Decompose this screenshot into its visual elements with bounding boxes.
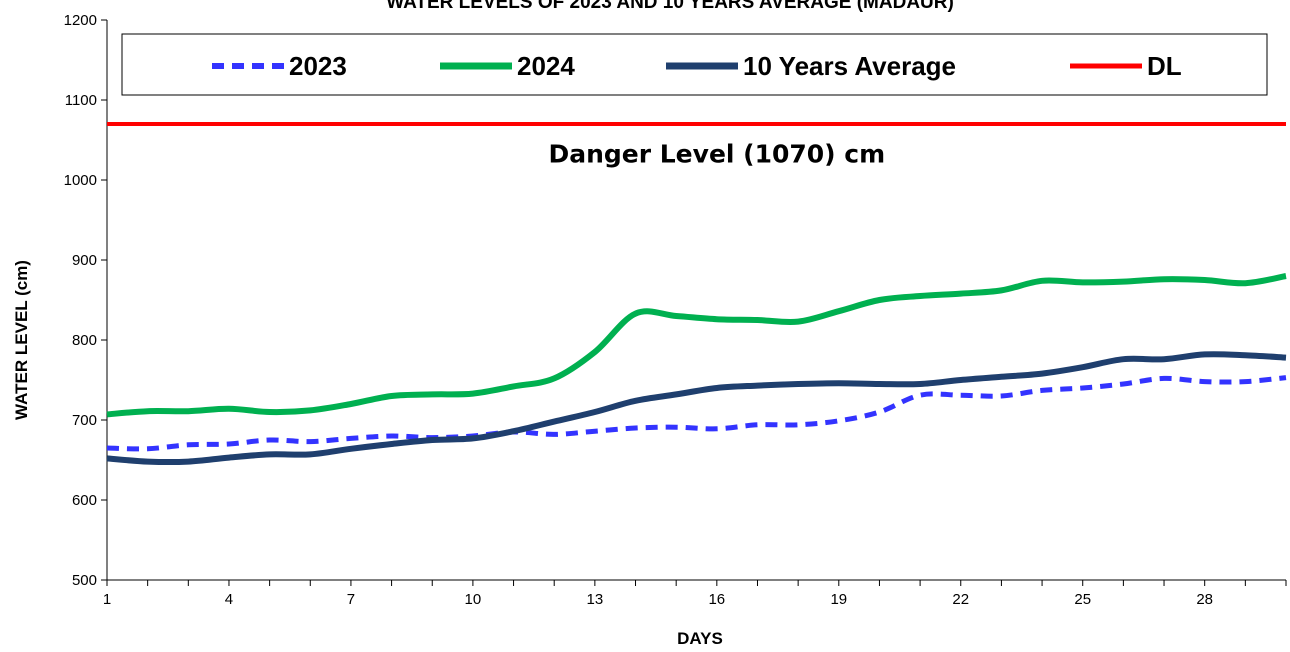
x-axis: 1 4 7 10 13 16 19 22 25 28 bbox=[103, 580, 1287, 608]
x-tick-label: 10 bbox=[465, 591, 482, 608]
y-tick-label: 1100 bbox=[65, 92, 97, 109]
danger-level-annotation: Danger Level (1070) cm bbox=[548, 139, 885, 168]
x-tick-label: 4 bbox=[225, 591, 233, 608]
series-line-2024 bbox=[106, 273, 1287, 418]
legend-label-10-years-average: 10 Years Average bbox=[743, 51, 956, 81]
y-tick-label: 700 bbox=[72, 412, 97, 429]
x-tick-label: 28 bbox=[1196, 591, 1213, 608]
legend: 2023 2024 10 Years Average DL bbox=[121, 33, 1268, 96]
x-tick-label: 13 bbox=[587, 591, 604, 608]
y-axis: 500 600 700 800 900 1000 1100 1200 bbox=[64, 12, 107, 589]
x-tick-label: 1 bbox=[103, 591, 111, 608]
legend-label-2024: 2024 bbox=[517, 51, 575, 81]
series-line-10-years-average bbox=[106, 351, 1287, 466]
x-tick-label: 16 bbox=[708, 591, 725, 608]
y-tick-label: 1200 bbox=[64, 12, 97, 29]
series-lines bbox=[106, 121, 1287, 466]
x-tick-label: 25 bbox=[1074, 591, 1091, 608]
y-axis-label: WATER LEVEL (cm) bbox=[12, 260, 31, 420]
x-axis-label: DAYS bbox=[677, 629, 723, 648]
chart-title: WATER LEVELS OF 2023 AND 10 YEARS AVERAG… bbox=[386, 0, 954, 13]
legend-label-dl: DL bbox=[1147, 51, 1182, 81]
series-line-2023 bbox=[106, 375, 1287, 452]
y-tick-label: 1000 bbox=[64, 172, 97, 189]
x-tick-label: 19 bbox=[830, 591, 847, 608]
x-tick-label: 22 bbox=[952, 591, 969, 608]
y-tick-label: 500 bbox=[72, 572, 97, 589]
x-tick-label: 7 bbox=[347, 591, 355, 608]
plot-area bbox=[106, 20, 1286, 581]
y-tick-label: 600 bbox=[72, 492, 97, 509]
y-tick-label: 800 bbox=[72, 332, 97, 349]
legend-label-2023: 2023 bbox=[289, 51, 347, 81]
y-tick-label: 900 bbox=[72, 252, 97, 269]
